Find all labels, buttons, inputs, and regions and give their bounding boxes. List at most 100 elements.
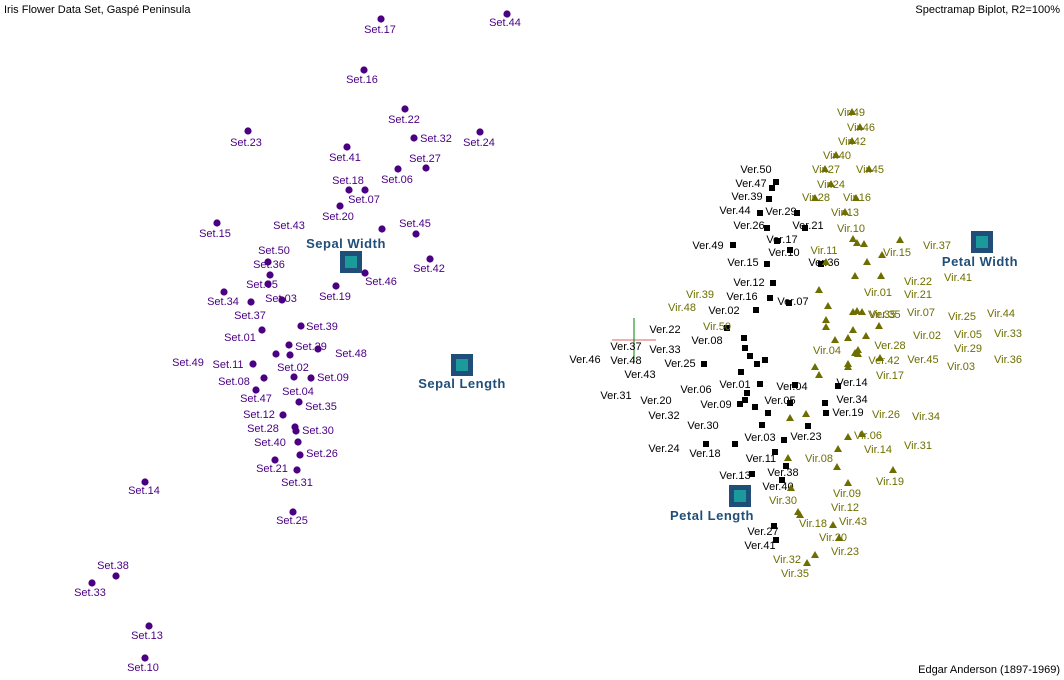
point-vir-01 xyxy=(851,272,859,279)
point-ver-29 xyxy=(794,210,800,216)
point-ver-36 xyxy=(818,261,824,267)
point-set-39 xyxy=(297,322,305,330)
point-ver-37 xyxy=(747,353,753,359)
point-vir-19 xyxy=(889,466,897,473)
point-label-ver-08: Ver.08 xyxy=(691,335,722,347)
point-set-13 xyxy=(145,622,153,630)
point-label-vir-46: Vir.46 xyxy=(847,122,875,134)
point-label-vir-49: Vir.49 xyxy=(837,107,865,119)
point-vir-49 xyxy=(848,108,856,115)
point-label-ver-26: Ver.26 xyxy=(733,220,764,232)
point-label-vir-28: Vir.28 xyxy=(802,192,830,204)
point-ver-35 xyxy=(849,308,857,315)
point-set-12 xyxy=(279,411,287,419)
point-label-ver-18: Ver.18 xyxy=(689,448,720,460)
point-label-vir-14: Vir.14 xyxy=(864,444,892,456)
point-ver-05 xyxy=(787,400,793,406)
point-label-vir-39: Vir.39 xyxy=(686,289,714,301)
point-ver-28 xyxy=(854,350,862,357)
point-set-17 xyxy=(377,15,385,23)
point-ver-42 xyxy=(844,360,852,367)
point-label-vir-30: Vir.30 xyxy=(769,495,797,507)
point-label-ver-35: Ver.35 xyxy=(869,309,900,321)
point-label-vir-27: Vir.27 xyxy=(812,164,840,176)
point-vir-17 xyxy=(815,371,823,378)
point-label-vir-48: Vir.48 xyxy=(668,302,696,314)
point-ver-34 xyxy=(822,400,828,406)
point-label-vir-22: Vir.22 xyxy=(904,276,932,288)
point-vir-11 xyxy=(853,239,861,246)
point-vir-10 xyxy=(849,235,857,242)
point-set-49 xyxy=(249,360,257,368)
point-ver-01 xyxy=(757,381,763,387)
point-ver-02 xyxy=(753,307,759,313)
point-label-vir-13: Vir.13 xyxy=(831,207,859,219)
point-label-vir-24: Vir.24 xyxy=(817,179,845,191)
point-ver-11 xyxy=(772,449,778,455)
point-set-46 xyxy=(361,269,369,277)
point-label-ver-03: Ver.03 xyxy=(744,432,775,444)
point-label-set-09: Set.09 xyxy=(317,372,349,384)
point-label-set-04: Set.04 xyxy=(282,386,314,398)
point-label-set-10: Set.10 xyxy=(127,662,159,674)
point-label-ver-25: Ver.25 xyxy=(664,358,695,370)
point-label-set-45: Set.45 xyxy=(399,218,431,230)
point-label-set-47: Set.47 xyxy=(240,393,272,405)
chart-credit: Edgar Anderson (1897-1969) xyxy=(918,664,1060,676)
point-set-30 xyxy=(292,427,300,435)
point-vir-33 xyxy=(862,332,870,339)
point-label-set-49: Set.49 xyxy=(172,357,204,369)
point-label-vir-20: Vir.20 xyxy=(819,532,847,544)
point-set-26 xyxy=(296,451,304,459)
point-ver-06 xyxy=(744,390,750,396)
point-vir-35 xyxy=(803,559,811,566)
point-label-vir-19: Vir.19 xyxy=(876,476,904,488)
point-label-set-07: Set.07 xyxy=(348,194,380,206)
variable-label-sepal-length: Sepal Length xyxy=(418,376,506,391)
point-ver-16 xyxy=(767,295,773,301)
point-ver-10 xyxy=(787,247,793,253)
point-set-33 xyxy=(88,579,96,587)
point-label-ver-10: Ver.10 xyxy=(768,247,799,259)
point-label-ver-24: Ver.24 xyxy=(648,443,679,455)
point-ver-03 xyxy=(781,437,787,443)
point-ver-47 xyxy=(769,185,775,191)
point-set-27 xyxy=(422,164,430,172)
point-label-set-32: Set.32 xyxy=(420,133,452,145)
point-set-34 xyxy=(220,288,228,296)
point-ver-23 xyxy=(805,423,811,429)
point-label-vir-35: Vir.35 xyxy=(868,309,896,321)
point-ver-14 xyxy=(835,383,841,389)
point-label-vir-04: Vir.04 xyxy=(813,345,841,357)
point-label-set-30: Set.30 xyxy=(302,425,334,437)
point-label-ver-46: Ver.46 xyxy=(569,354,600,366)
point-label-vir-18: Vir.18 xyxy=(799,518,827,530)
point-label-ver-05: Ver.05 xyxy=(764,395,795,407)
point-label-ver-11: Ver.11 xyxy=(746,453,776,465)
point-label-ver-45: Ver.45 xyxy=(907,354,938,366)
point-label-set-50: Set.50 xyxy=(258,245,290,257)
point-set-03 xyxy=(278,296,286,304)
point-vir-06 xyxy=(844,433,852,440)
point-label-set-22: Set.22 xyxy=(388,114,420,126)
point-label-set-05: Set.05 xyxy=(246,279,278,291)
point-label-vir-42: Vir.42 xyxy=(838,136,866,148)
point-label-vir-31: Vir.31 xyxy=(904,440,932,452)
point-label-set-16: Set.16 xyxy=(346,74,378,86)
point-set-06 xyxy=(394,165,402,173)
variable-label-sepal-width: Sepal Width xyxy=(306,236,386,251)
point-set-47 xyxy=(252,386,260,394)
point-label-set-27: Set.27 xyxy=(409,153,441,165)
point-ver-39 xyxy=(766,196,772,202)
point-label-vir-45: Vir.45 xyxy=(856,164,884,176)
point-label-ver-37: Ver.37 xyxy=(610,341,641,353)
point-set-29 xyxy=(285,341,293,349)
point-label-ver-39: Ver.39 xyxy=(731,191,762,203)
point-label-set-24: Set.24 xyxy=(463,137,495,149)
point-label-vir-02: Vir.02 xyxy=(913,330,941,342)
point-label-vir-08: Vir.08 xyxy=(805,453,833,465)
point-ver-30 xyxy=(759,422,765,428)
point-label-set-13: Set.13 xyxy=(131,630,163,642)
point-label-set-01: Set.01 xyxy=(224,332,256,344)
point-ver-21 xyxy=(802,225,808,231)
